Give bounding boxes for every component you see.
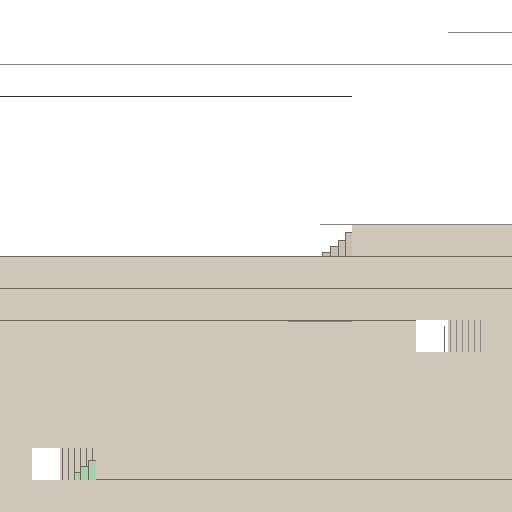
bar-gauge-icon — [62, 448, 98, 480]
toolbar-top-edge — [320, 224, 512, 225]
gauge-box-1[interactable] — [416, 320, 448, 352]
header-divider — [0, 64, 512, 65]
signal-strength-icon — [320, 228, 352, 256]
top-right-divider — [448, 32, 512, 33]
row-divider-1 — [0, 288, 512, 289]
bottom-divider — [96, 479, 512, 480]
row-divider-2 — [0, 320, 416, 321]
toolbar-panel — [352, 224, 512, 256]
panel-top-edge — [0, 256, 512, 257]
subheader-divider — [0, 96, 352, 97]
row-divider-2-shadow — [288, 321, 352, 322]
gauge-box-2[interactable] — [32, 448, 60, 480]
bar-gauge-icon — [444, 320, 484, 352]
